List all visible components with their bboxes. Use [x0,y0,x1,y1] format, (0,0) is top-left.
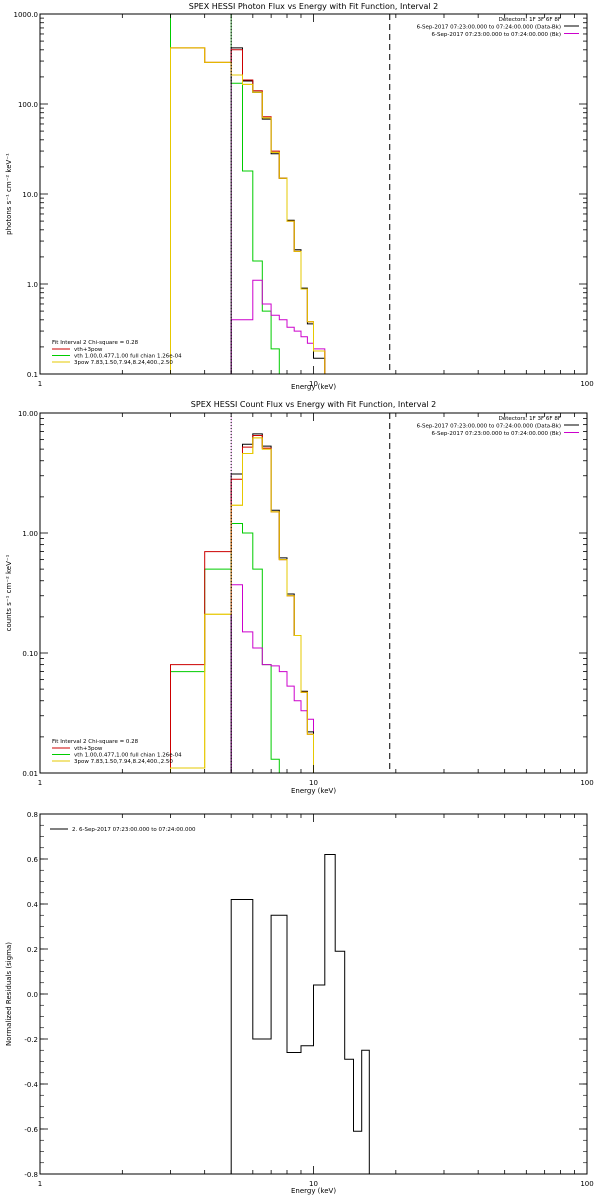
photon-flux-panel: 1 10 100 0.1 1.0 10.0 100.0 1000.0 Energy (keV) p… [5,2,594,391]
y-tick-label: 0.0 [27,991,38,999]
x-tick-label: 1 [38,380,42,388]
x-tick-label: 1 [38,779,42,787]
header-line: Detectors: 1F 3F 6F 8F [499,416,561,422]
y-tick-label: -0.2 [24,1036,38,1044]
count-flux-panel: 1 10 100 0.01 0.10 1.00 10.00 Energy (keV) count… [5,400,594,795]
data-series [230,47,326,374]
legend-label: vth 1.00,0.477,1.00 full chian 1.26e-04 [74,354,182,360]
y-tick-label: 10.00 [18,410,38,418]
plot-area [170,413,391,773]
y-tick-label: 0.4 [27,901,39,909]
x-axis-label: Energy (keV) [291,787,336,795]
x-tick-label: 1 [38,1180,42,1188]
x-tick-label: 10 [309,1180,318,1188]
y-tick-label: 0.8 [27,811,38,819]
x-tick-label: 10 [309,380,318,388]
y-tick-label: 1.00 [22,530,38,538]
y-axis-label: Normalized Residuals (sigma) [5,942,13,1046]
legend-label: 2. 6-Sep-2017 07:23:00.000 to 07:24:00.0… [72,827,196,833]
x-axis-label: Energy (keV) [291,1187,336,1195]
plot-area [230,854,370,1174]
vth-series [170,14,280,374]
background-series [230,584,314,773]
plot-frame [39,13,588,375]
x-axis-label: Energy (keV) [291,383,336,391]
y-tick-label: -0.4 [24,1081,38,1089]
residuals-panel: 1 10 100 -0.8 -0.6 -0.4 -0.2 0.0 0.2 0.4 0.6 0.8 Ene… [5,811,594,1195]
y-tick-label: -0.8 [24,1171,38,1179]
total-fit-series [170,435,325,773]
x-tick-label: 10 [309,779,318,787]
y-tick-label: 1.0 [27,281,38,289]
x-tick-label: 100 [580,779,593,787]
plot-area [170,14,391,374]
legend-label: 3pow 7.83,1.50,7.94,8.24,400.,2.50 [74,360,173,366]
legend-label: 3pow 7.83,1.50,7.94,8.24,400.,2.50 [74,759,173,765]
data-series [230,433,314,773]
legend-label: vth 1.00,0.477,1.00 full chian 1.26e-04 [74,753,182,759]
pow-series-overlay [170,437,325,773]
y-tick-label: 0.6 [27,856,39,864]
residual-series [230,854,370,1174]
legend-label: vth+3pow [74,347,103,353]
y-axis-label: photons s⁻¹ cm⁻² keV⁻¹ [5,153,13,235]
y-tick-label: 0.10 [22,650,38,658]
chart-title: SPEX HESSI Count Flux vs Energy with Fit… [191,400,436,409]
pow-series [170,47,326,374]
y-tick-label: -0.6 [24,1126,38,1134]
header-line: 6-Sep-2017 07:23:00.000 to 07:24:00.000 … [417,424,561,430]
x-tick-label: 100 [580,380,593,388]
y-tick-label: 0.01 [22,770,38,778]
background-series [230,279,326,374]
y-tick-label: 100.0 [18,101,38,109]
header-line: 6-Sep-2017 07:23:00.000 to 07:24:00.000 … [432,32,562,38]
legend-label: vth+3pow [74,746,103,752]
y-tick-label: 0.2 [27,946,38,954]
vth-series [170,523,280,773]
y-tick-label: 10.0 [22,191,38,199]
pow-series [170,437,325,773]
legend-title: Fit Interval 2 Chi-square = 0.28 [52,739,139,745]
pow-series-overlay [170,47,326,374]
header-line: 6-Sep-2017 07:23:00.000 to 07:24:00.000 … [417,25,561,31]
chart-title: SPEX HESSI Photon Flux vs Energy with Fi… [189,2,439,11]
y-axis-label: counts s⁻¹ cm⁻² keV⁻¹ [5,554,13,631]
header-line: 6-Sep-2017 07:23:00.000 to 07:24:00.000 … [432,431,562,437]
x-tick-label: 100 [580,1180,593,1188]
y-tick-label: 1000.0 [14,11,39,19]
total-fit-series [170,47,326,374]
legend-title: Fit Interval 2 Chi-square = 0.28 [52,340,139,346]
y-tick-label: 0.1 [27,371,38,379]
header-line: Detectors: 1F 3F 6F 8F [499,17,561,23]
